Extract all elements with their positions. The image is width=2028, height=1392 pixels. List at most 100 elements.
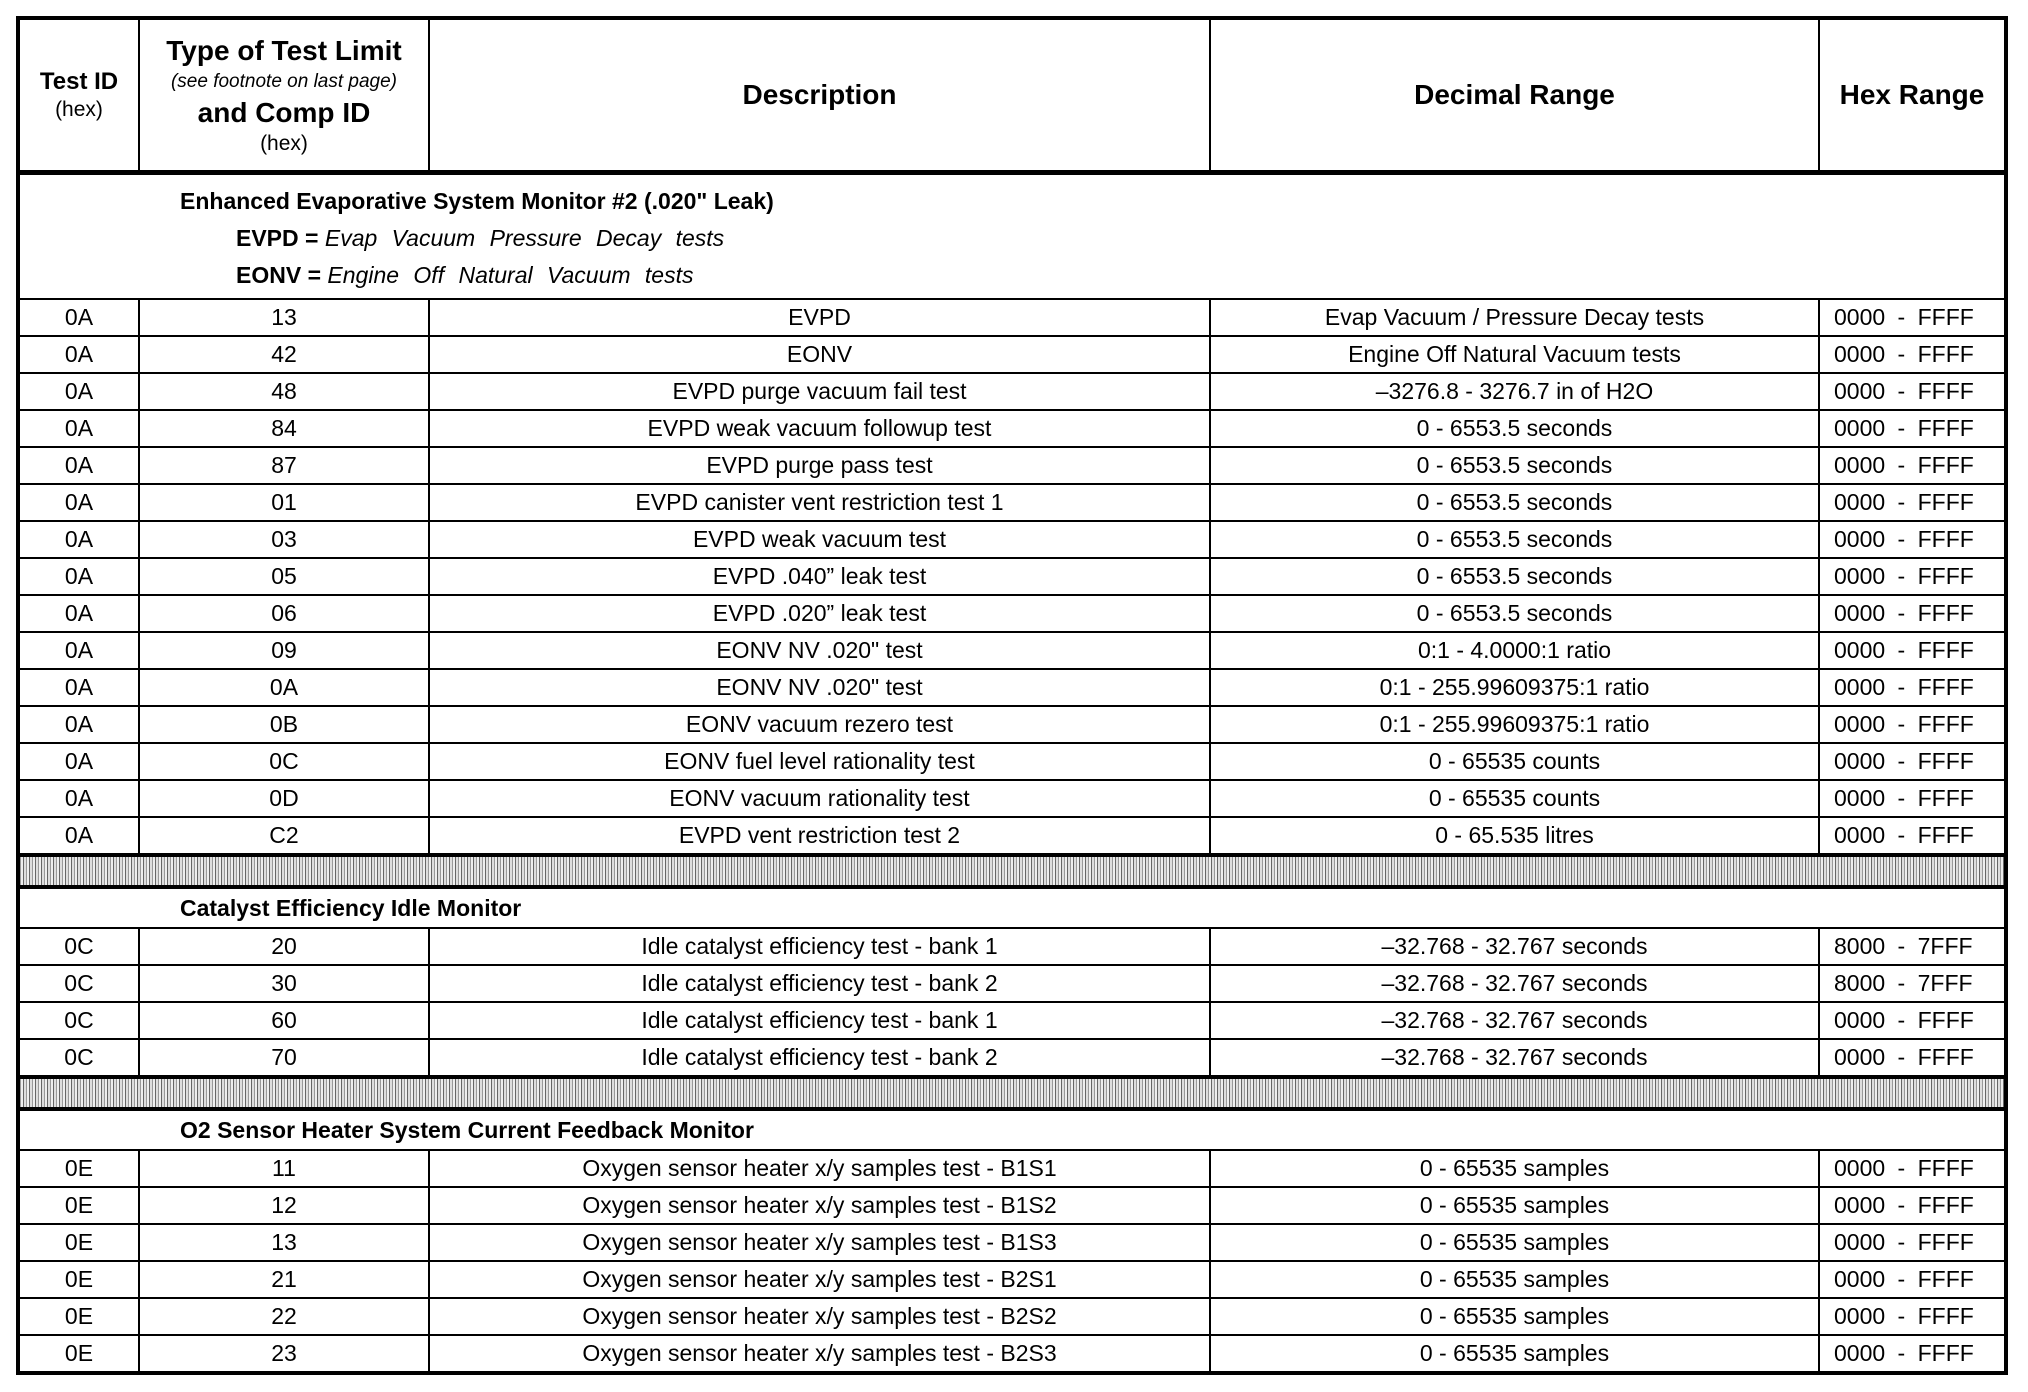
section-title: Catalyst Efficiency Idle Monitor	[17, 886, 2007, 929]
decimal-range-cell: 0 - 65535 samples	[1209, 1334, 1820, 1374]
comp-id-cell: 21	[138, 1260, 430, 1299]
hex-range-cell: 0000 - FFFF	[1818, 705, 2007, 744]
decimal-range-cell: –32.768 - 32.767 seconds	[1209, 927, 1820, 966]
hex-range-cell: 0000 - FFFF	[1818, 631, 2007, 670]
header-type-note: (see footnote on last page)	[170, 71, 398, 92]
test-id-cell: 0A	[17, 298, 140, 337]
hex-range-cell: 8000 - 7FFF	[1818, 964, 2007, 1003]
table-row: 0A 48 EVPD purge vacuum fail test –3276.8 -…	[17, 372, 2007, 411]
header-row: Test ID (hex) Type of Test Limit (see foot…	[17, 17, 2007, 175]
decimal-range-cell: –32.768 - 32.767 seconds	[1209, 964, 1820, 1003]
decimal-range-cell: 0 - 6553.5 seconds	[1209, 557, 1820, 596]
definition-equals: =	[305, 225, 319, 251]
table-row: 0E 23 Oxygen sensor heater x/y samples tes…	[17, 1334, 2007, 1374]
decimal-range-cell: 0 - 65535 counts	[1209, 779, 1820, 818]
description-cell: EONV fuel level rationality test	[428, 742, 1211, 781]
description-cell: Oxygen sensor heater x/y samples test - …	[428, 1186, 1211, 1225]
hex-range-cell: 0000 - FFFF	[1818, 1186, 2007, 1225]
decimal-range-cell: –32.768 - 32.767 seconds	[1209, 1001, 1820, 1040]
decimal-range-cell: 0 - 65535 samples	[1209, 1186, 1820, 1225]
section-title: Enhanced Evaporative System Monitor #2 (…	[180, 188, 774, 214]
comp-id-cell: 05	[138, 557, 430, 596]
table-row: 0A 42 EONV Engine Off Natural Vacuum tests 0…	[17, 335, 2007, 374]
hex-range-cell: 8000 - 7FFF	[1818, 927, 2007, 966]
test-id-cell: 0A	[17, 668, 140, 707]
description-cell: EVPD .020” leak test	[428, 594, 1211, 633]
section-header: Enhanced Evaporative System Monitor #2 (…	[17, 171, 2007, 300]
table-row: 0A 13 EVPD Evap Vacuum / Pressure Decay tes…	[17, 298, 2007, 337]
header-type-label: Type of Test Limit	[166, 35, 402, 66]
hex-range-cell: 0000 - FFFF	[1818, 298, 2007, 337]
definition-abbr: EVPD	[236, 225, 299, 251]
description-cell: EVPD canister vent restriction test 1	[428, 483, 1211, 522]
description-cell: EVPD weak vacuum followup test	[428, 409, 1211, 448]
hex-range-cell: 0000 - FFFF	[1818, 372, 2007, 411]
table-row: 0A 03 EVPD weak vacuum test 0 - 6553.5 seco…	[17, 520, 2007, 559]
description-cell: EONV NV .020" test	[428, 668, 1211, 707]
table-row: 0E 11 Oxygen sensor heater x/y samples tes…	[17, 1149, 2007, 1188]
table-row: 0C 60 Idle catalyst efficiency test - bank…	[17, 1001, 2007, 1040]
hex-range-cell: 0000 - FFFF	[1818, 742, 2007, 781]
test-id-cell: 0A	[17, 335, 140, 374]
hex-range-cell: 0000 - FFFF	[1818, 335, 2007, 374]
decimal-range-cell: 0 - 65.535 litres	[1209, 816, 1820, 856]
comp-id-cell: 0A	[138, 668, 430, 707]
decimal-range-cell: 0:1 - 4.0000:1 ratio	[1209, 631, 1820, 670]
comp-id-cell: 09	[138, 631, 430, 670]
test-id-cell: 0A	[17, 779, 140, 818]
definition: EVPD = Evap Vacuum Pressure Decay tests	[20, 220, 2004, 257]
comp-id-cell: 01	[138, 483, 430, 522]
description-cell: EVPD purge vacuum fail test	[428, 372, 1211, 411]
comp-id-cell: C2	[138, 816, 430, 856]
test-id-cell: 0C	[17, 1038, 140, 1078]
decimal-range-cell: Evap Vacuum / Pressure Decay tests	[1209, 298, 1820, 337]
table-row: 0A 87 EVPD purge pass test 0 - 6553.5 secon…	[17, 446, 2007, 485]
comp-id-cell: 23	[138, 1334, 430, 1374]
description-cell: Idle catalyst efficiency test - bank 2	[428, 964, 1211, 1003]
section-divider	[17, 1075, 2007, 1111]
header-type-comp-id: Type of Test Limit (see footnote on last …	[138, 17, 430, 175]
test-id-cell: 0A	[17, 816, 140, 856]
hex-range-cell: 0000 - FFFF	[1818, 1149, 2007, 1188]
test-id-cell: 0A	[17, 409, 140, 448]
table-row: 0C 70 Idle catalyst efficiency test - bank…	[17, 1038, 2007, 1078]
description-cell: Idle catalyst efficiency test - bank 1	[428, 1001, 1211, 1040]
description-cell: Idle catalyst efficiency test - bank 2	[428, 1038, 1211, 1078]
header-decimal-range: Decimal Range	[1209, 17, 1820, 175]
decimal-range-cell: 0 - 6553.5 seconds	[1209, 483, 1820, 522]
section-header: Catalyst Efficiency Idle Monitor	[17, 886, 2007, 929]
description-cell: EVPD purge pass test	[428, 446, 1211, 485]
decimal-range-cell: 0 - 6553.5 seconds	[1209, 446, 1820, 485]
table-row: 0A 01 EVPD canister vent restriction test …	[17, 483, 2007, 522]
hex-range-cell: 0000 - FFFF	[1818, 1038, 2007, 1078]
section-header: O2 Sensor Heater System Current Feedback…	[17, 1108, 2007, 1151]
hex-range-cell: 0000 - FFFF	[1818, 1260, 2007, 1299]
hex-range-cell: 0000 - FFFF	[1818, 779, 2007, 818]
definition-meaning: Engine Off Natural Vacuum tests	[327, 262, 694, 288]
header-hex-range: Hex Range	[1818, 17, 2007, 175]
decimal-range-cell: 0 - 65535 counts	[1209, 742, 1820, 781]
comp-id-cell: 70	[138, 1038, 430, 1078]
test-id-cell: 0E	[17, 1334, 140, 1374]
hex-range-cell: 0000 - FFFF	[1818, 816, 2007, 856]
decimal-range-cell: Engine Off Natural Vacuum tests	[1209, 335, 1820, 374]
decimal-range-cell: 0 - 65535 samples	[1209, 1149, 1820, 1188]
comp-id-cell: 20	[138, 927, 430, 966]
comp-id-cell: 87	[138, 446, 430, 485]
comp-id-cell: 48	[138, 372, 430, 411]
comp-id-cell: 12	[138, 1186, 430, 1225]
header-description-label: Description	[742, 79, 897, 110]
description-cell: EONV vacuum rezero test	[428, 705, 1211, 744]
decimal-range-cell: 0 - 65535 samples	[1209, 1223, 1820, 1262]
header-test-id-sub: (hex)	[55, 98, 103, 121]
comp-id-cell: 60	[138, 1001, 430, 1040]
description-cell: Oxygen sensor heater x/y samples test - …	[428, 1260, 1211, 1299]
comp-id-cell: 06	[138, 594, 430, 633]
description-cell: EVPD weak vacuum test	[428, 520, 1211, 559]
test-id-cell: 0A	[17, 372, 140, 411]
comp-id-cell: 11	[138, 1149, 430, 1188]
comp-id-cell: 13	[138, 1223, 430, 1262]
definition: EONV = Engine Off Natural Vacuum tests	[20, 257, 2004, 294]
test-id-cell: 0A	[17, 557, 140, 596]
test-id-cell: 0E	[17, 1223, 140, 1262]
